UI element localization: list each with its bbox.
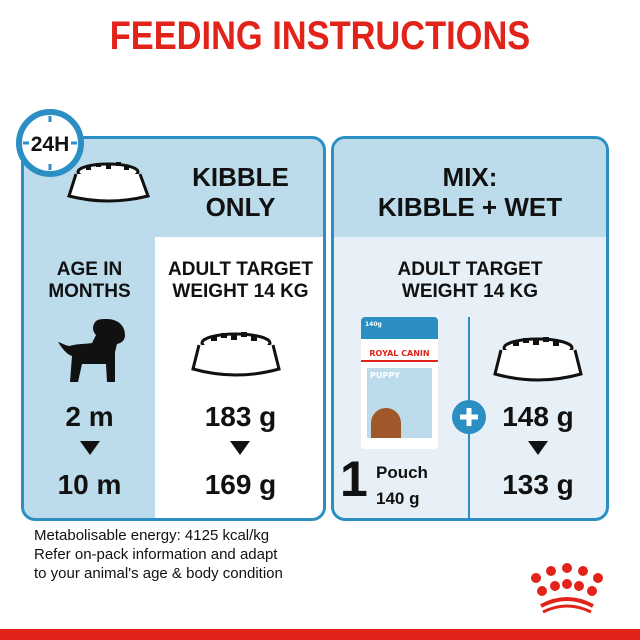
kibble-column	[155, 237, 323, 518]
plus-icon	[452, 400, 486, 434]
page-title: FEEDING INSTRUCTIONS	[109, 14, 531, 58]
svg-text:24H: 24H	[31, 133, 70, 156]
pouch-count: 1	[340, 451, 368, 507]
kibble-only-panel: KIBBLE ONLY AGE IN MONTHS ADULT TARGET WEIG…	[21, 136, 326, 521]
puppy-icon	[58, 319, 125, 382]
kibble-grams-end: 169 g	[204, 469, 277, 500]
kibble-heading: KIBBLE ONLY	[192, 162, 289, 222]
pouch-weight: 140 g	[376, 489, 420, 508]
age-heading: AGE IN MONTHS	[48, 259, 131, 302]
mix-heading: MIX: KIBBLE + WET	[377, 162, 563, 222]
mix-panel: MIX: KIBBLE + WET ADULT TARGET WEIGHT 14 K…	[331, 136, 609, 521]
target-weight-heading: ADULT TARGET WEIGHT 14 KG	[168, 259, 313, 302]
kibble-bowl-icon	[191, 332, 281, 377]
wet-pouch-image: 140g ROYAL CANIN PUPPY	[361, 317, 438, 449]
age-end: 10 m	[57, 469, 122, 500]
mix-grams-start: 148 g	[502, 401, 574, 432]
arrow-down-icon	[80, 441, 100, 455]
mix-header	[334, 139, 606, 237]
brand-bar	[0, 629, 640, 640]
mix-target-weight-heading: ADULT TARGET WEIGHT 14 KG	[397, 259, 543, 302]
kibble-grams-start: 183 g	[204, 401, 277, 432]
arrow-down-icon	[230, 441, 250, 455]
footnote: Metabolisable energy: 4125 kcal/kg Refer …	[34, 527, 283, 582]
age-start: 2 m	[65, 401, 114, 432]
pouch-label: Pouch	[376, 463, 428, 482]
royal-canin-crown-logo	[531, 563, 603, 614]
arrow-down-icon	[528, 441, 548, 455]
clock-24h-icon: 24H	[16, 109, 84, 177]
kibble-bowl-icon	[67, 162, 150, 203]
mix-grams-end: 133 g	[502, 469, 574, 500]
kibble-bowl-icon	[493, 337, 583, 382]
